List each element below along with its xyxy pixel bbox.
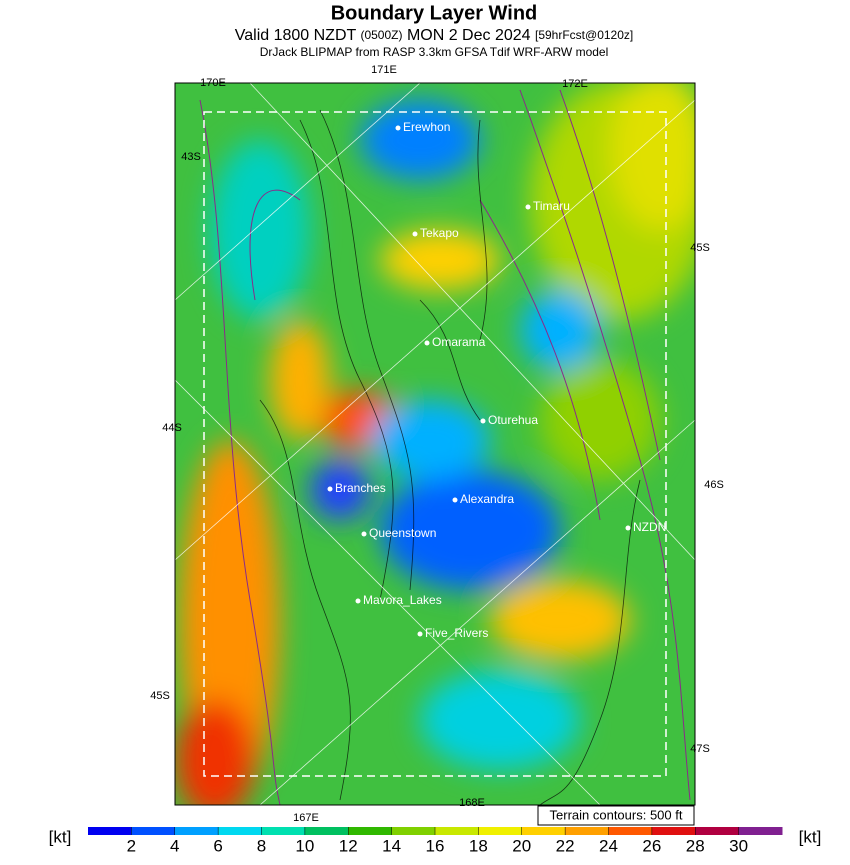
place-label: Mavora_Lakes (363, 593, 442, 607)
grid-label: 44S (162, 422, 182, 434)
place-dot (480, 418, 486, 424)
colorbar-label: 2 (127, 836, 136, 855)
colorbar-label: 30 (729, 836, 748, 855)
grid-label: 47S (690, 743, 710, 755)
colorbar-label: 16 (426, 836, 445, 855)
colorbar-label: 10 (295, 836, 314, 855)
grid-label: 172E (562, 78, 588, 90)
place-label: Queenstown (369, 526, 436, 540)
subtitle: Valid 1800 NZDT (0500Z) MON 2 Dec 2024 [… (235, 27, 633, 44)
colorbar-segment (131, 827, 176, 835)
grid-label: 170E (200, 77, 226, 89)
map-frame (174, 82, 696, 806)
date: MON 2 Dec 2024 (407, 27, 531, 44)
colorbar-segment (738, 827, 783, 835)
title: Boundary Layer Wind (331, 2, 538, 24)
unit-left: [kt] (49, 827, 72, 846)
valid: Valid 1800 NZDT (235, 27, 357, 44)
colorbar-segment (565, 827, 609, 835)
place-dot (424, 340, 430, 346)
place-dot (395, 125, 401, 131)
colorbar-segment (218, 827, 262, 835)
place-dot (361, 531, 367, 537)
grid-label: 168E (459, 797, 485, 809)
forecast: [59hrFcst@0120z] (535, 28, 633, 42)
place-label: Alexandra (460, 492, 514, 506)
colorbar-label: 12 (339, 836, 358, 855)
colorbar-label: 8 (257, 836, 266, 855)
colorbar-label: 14 (382, 836, 401, 855)
grid-label: 46S (704, 479, 724, 491)
place-label: Tekapo (420, 226, 459, 240)
colorbar-segment (88, 827, 132, 835)
place-label: Five_Rivers (425, 626, 488, 640)
colorbar-label: 26 (642, 836, 661, 855)
place-label: NZDN (633, 520, 666, 534)
unit-right: [kt] (799, 827, 822, 846)
place-dot (452, 497, 458, 503)
place-label: Erewhon (403, 120, 450, 134)
colorbar-segment (261, 827, 306, 835)
place-dot (525, 204, 531, 210)
colorbar-segment (651, 827, 696, 835)
place-dot (327, 486, 333, 492)
colorbar-label: 20 (512, 836, 531, 855)
place-label: Oturehua (488, 413, 538, 427)
place-label: Branches (335, 481, 386, 495)
grid-label: 45S (690, 242, 710, 254)
colorbar-segment (695, 827, 740, 835)
place-dot (412, 231, 418, 237)
place-label: Timaru (533, 199, 570, 213)
model: DrJack BLIPMAP from RASP 3.3km GFSA Tdif… (260, 45, 609, 59)
place-dot (417, 631, 423, 637)
colorbar-segment (391, 827, 436, 835)
grid-label: 167E (293, 812, 319, 824)
colorbar-label: 4 (170, 836, 179, 855)
map (175, 83, 695, 805)
grid-label: 171E (371, 64, 397, 76)
colorbar-segment (521, 827, 566, 835)
colorbar-label: 28 (686, 836, 705, 855)
place-dot (625, 525, 631, 531)
colorbar-segment (348, 827, 393, 835)
terrain-note: Terrain contours: 500 ft (550, 807, 683, 822)
grid-label: 43S (181, 151, 201, 163)
colorbar-label: 18 (469, 836, 488, 855)
colorbar-segment (478, 827, 523, 835)
colorbar-segment (435, 827, 479, 835)
colorbar-label: 22 (556, 836, 575, 855)
grid-label: 45S (150, 690, 170, 702)
terrain-box (537, 805, 695, 826)
colorbar-label: 24 (599, 836, 618, 855)
place-label: Omarama (432, 335, 486, 349)
place-dot (355, 598, 361, 604)
colorbar-label: 6 (213, 836, 222, 855)
utc: (0500Z) (360, 28, 402, 42)
colorbar-segment (174, 827, 219, 835)
colorbar-segment (304, 827, 349, 835)
colorbar-segment (608, 827, 653, 835)
